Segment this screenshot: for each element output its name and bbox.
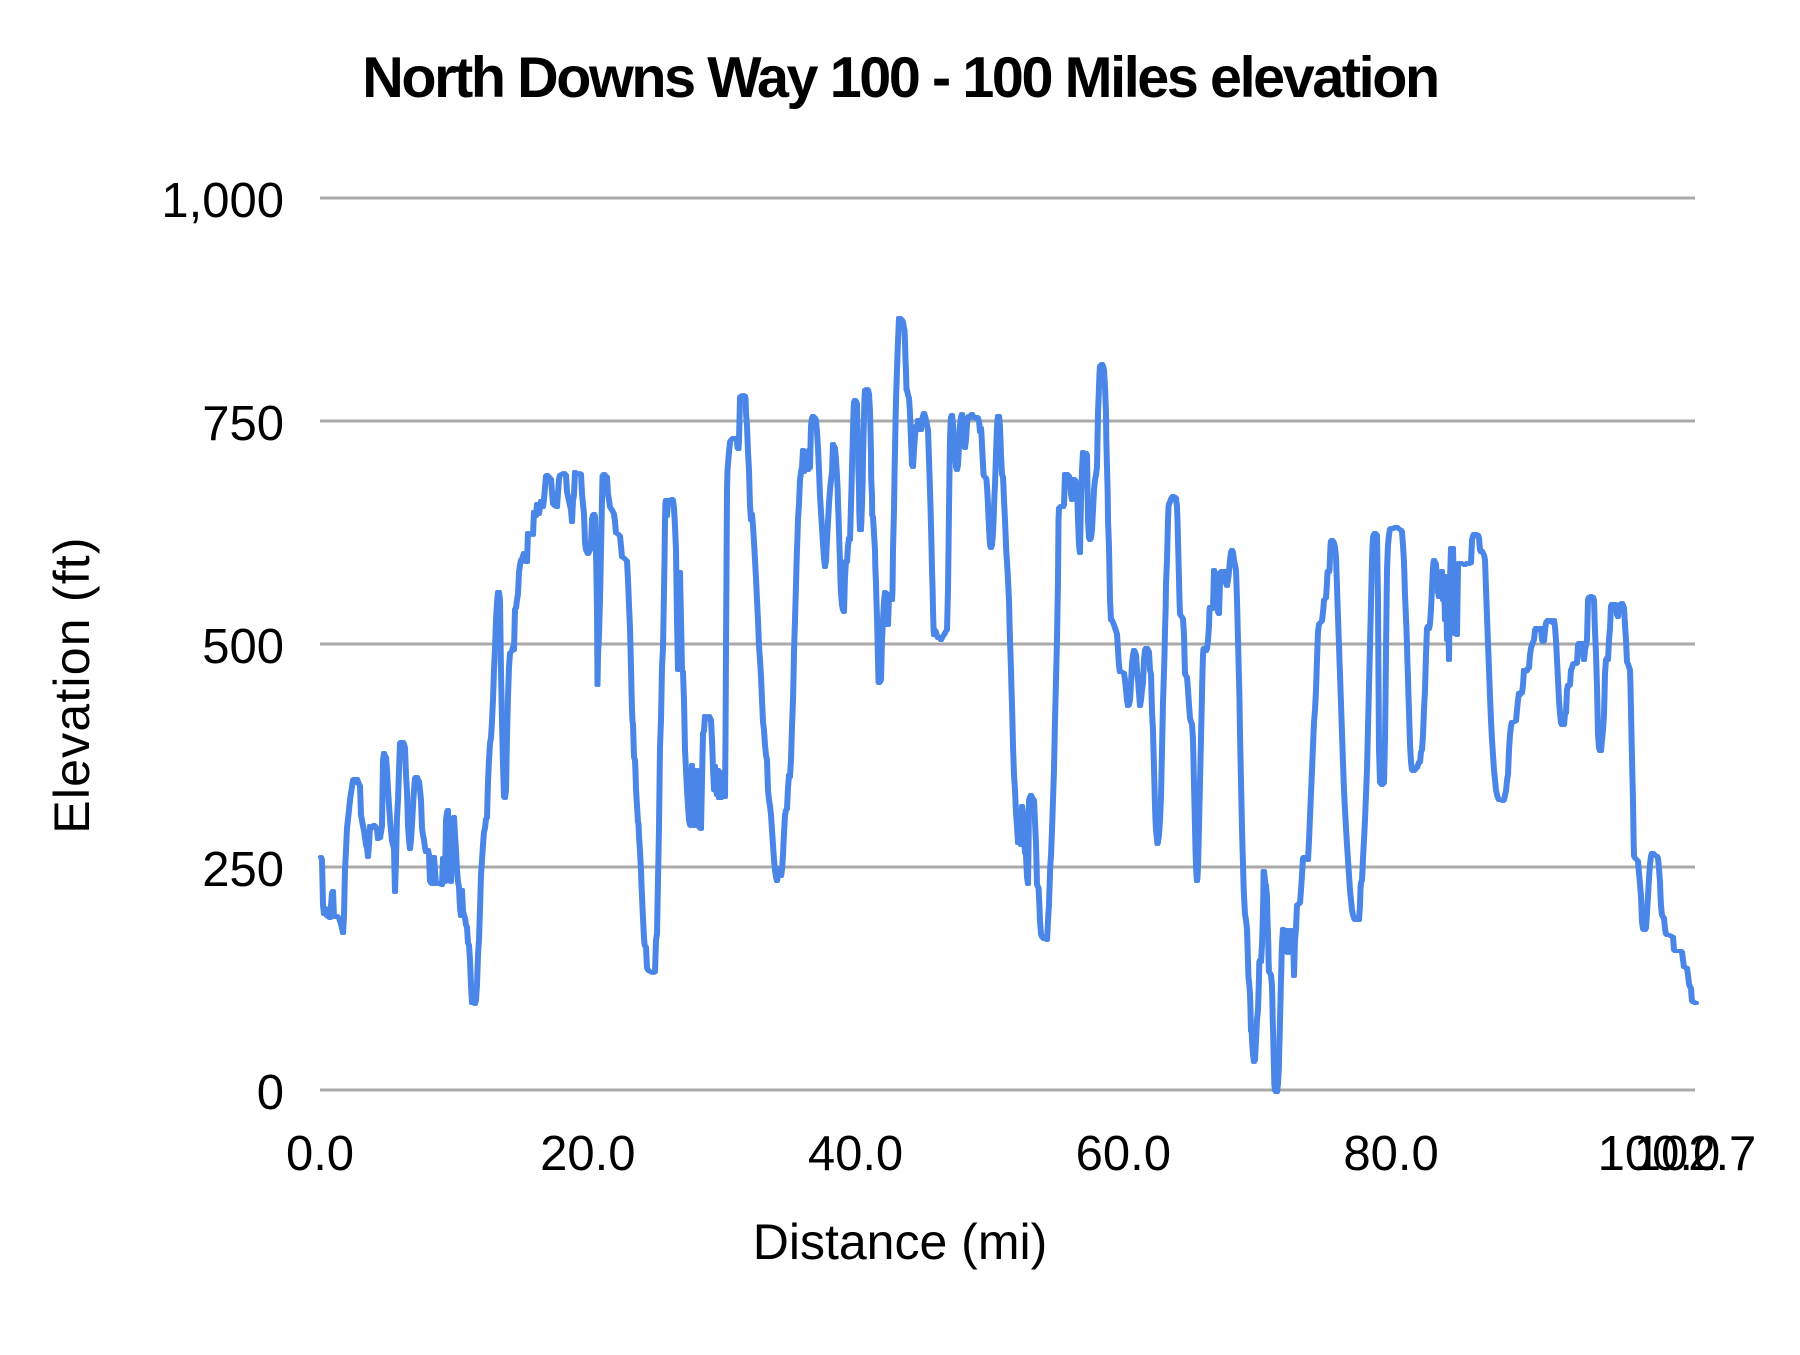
svg-text:750: 750 [202,397,284,451]
svg-text:0.0: 0.0 [286,1127,354,1181]
svg-text:40.0: 40.0 [808,1127,903,1181]
svg-text:1,000: 1,000 [161,174,284,228]
svg-text:Elevation (ft): Elevation (ft) [44,536,100,833]
svg-text:North Downs Way 100 - 100 Mile: North Downs Way 100 - 100 Miles elevatio… [362,46,1437,110]
svg-text:20.0: 20.0 [540,1127,635,1181]
svg-text:102.7: 102.7 [1634,1127,1757,1181]
svg-text:Distance (mi): Distance (mi) [753,1214,1047,1270]
svg-text:60.0: 60.0 [1076,1127,1171,1181]
svg-text:0: 0 [257,1066,284,1120]
svg-text:500: 500 [202,620,284,674]
svg-text:100.0: 100.0 [1598,1127,1721,1181]
svg-text:250: 250 [202,843,284,897]
svg-text:80.0: 80.0 [1343,1127,1438,1181]
